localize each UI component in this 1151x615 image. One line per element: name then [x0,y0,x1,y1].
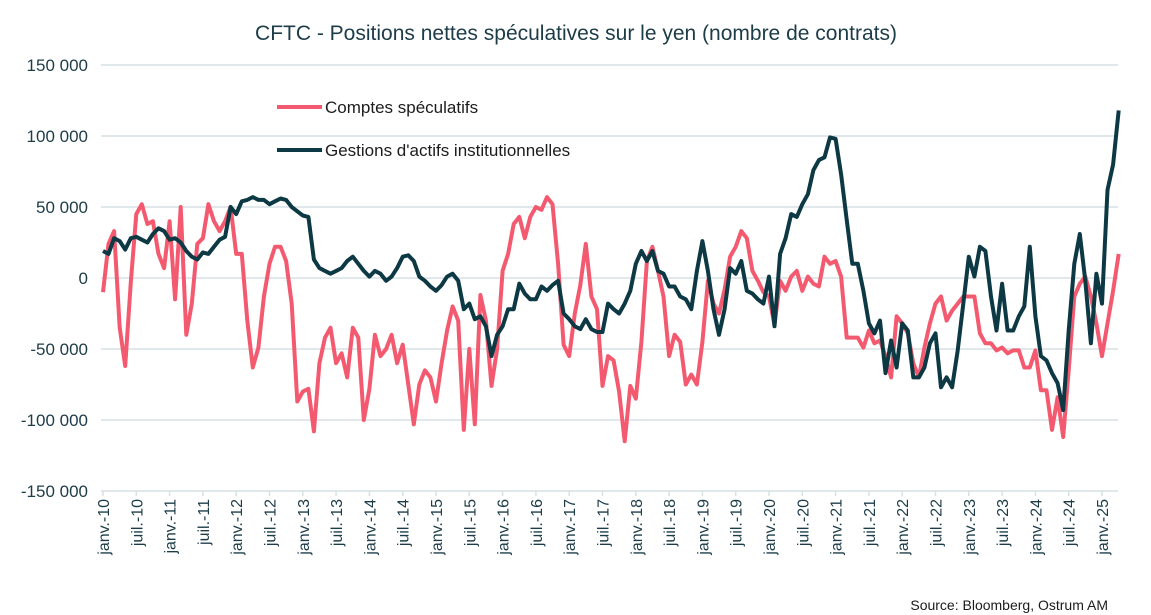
x-tick-label: janv.-21 [829,499,846,556]
chart-title: CFTC - Positions nettes spéculatives sur… [255,22,897,45]
x-tick-label: juil.-11 [196,499,213,546]
x-tick-label: juil.-17 [596,499,613,547]
x-tick-label: juil.-14 [396,499,413,547]
x-tick-label: janv.-17 [562,499,579,556]
y-tick-label: -50 000 [30,340,88,359]
x-tick-label: janv.-22 [895,499,912,556]
x-tick-label: janv.-18 [629,499,646,556]
y-tick-label: 0 [79,269,88,288]
legend: Comptes spéculatifs Gestions d'actifs in… [277,98,570,160]
legend-label-gestions-actifs: Gestions d'actifs institutionnelles [325,141,570,160]
x-tick-label: juil.-24 [1062,499,1079,547]
x-tick-label: janv.-15 [429,499,446,556]
x-tick-label: juil.-18 [662,499,679,547]
x-tick-label: juil.-20 [795,499,812,547]
x-tick-label: juil.-13 [329,499,346,547]
x-tick-label: juil.-10 [129,499,146,547]
y-tick-label: -150 000 [21,482,88,501]
series-lines [101,110,1121,444]
x-tick-label: janv.-25 [1095,499,1112,556]
x-tick-label: juil.-19 [729,499,746,547]
x-tick-label: janv.-24 [1028,499,1045,556]
x-tick-label: janv.-14 [362,499,379,556]
x-tick-label: juil.-15 [462,499,479,547]
x-tick-label: juil.-16 [529,499,546,547]
y-tick-label: 50 000 [36,198,88,217]
x-tick-label: janv.-11 [163,499,180,555]
series-line-comptes-speculatifs [101,195,1121,444]
x-tick-label: janv.-23 [962,499,979,556]
x-tick-label: janv.-16 [496,499,513,556]
x-tick-label: juil.-22 [929,499,946,547]
x-tick-label: janv.-20 [762,499,779,556]
source-note: Source: Bloomberg, Ostrum AM [910,597,1108,613]
x-tick-label: juil.-12 [263,499,280,547]
y-tick-label: 150 000 [27,56,88,75]
y-axis-ticks: 150 000 100 000 50 000 0 -50 000 -100 000 -150… [21,56,88,501]
legend-label-comptes-speculatifs: Comptes spéculatifs [325,98,478,117]
x-tick-label: janv.-13 [296,499,313,556]
gridlines [101,64,1118,492]
x-tick-label: janv.-12 [229,499,246,556]
x-axis-ticks: janv.-10 juil.-10 janv.-11 juil.-11 janv.-12… [96,491,1112,556]
series-line-gestions-actifs [102,110,1121,413]
y-tick-label: -100 000 [21,411,88,430]
x-tick-label: juil.-21 [862,499,879,547]
x-tick-label: janv.-19 [695,499,712,556]
x-tick-label: janv.-10 [96,499,113,556]
x-tick-label: juil.-23 [995,499,1012,547]
y-tick-label: 100 000 [27,127,88,146]
